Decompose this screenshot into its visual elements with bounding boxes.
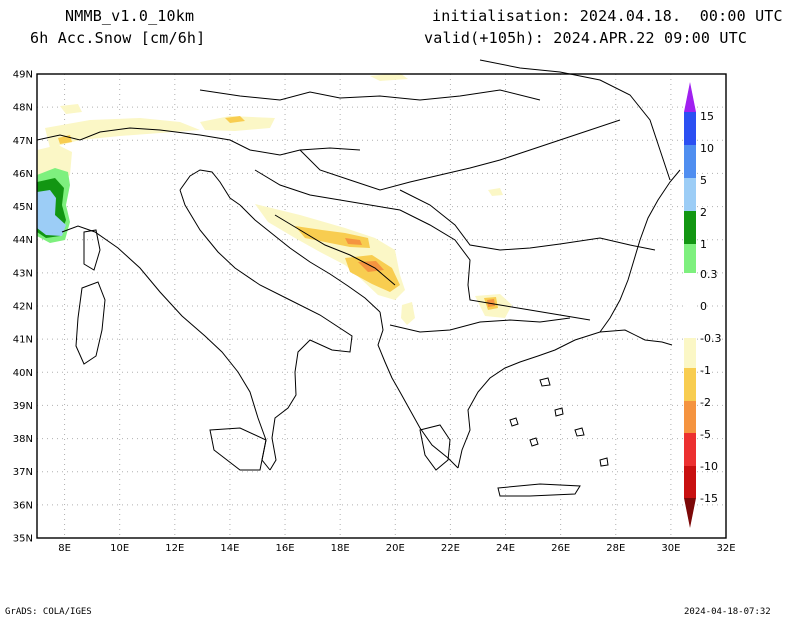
border-greece-north xyxy=(389,317,571,333)
colorbar-label: -15 xyxy=(700,492,718,505)
lat-label: 37N xyxy=(13,467,33,478)
colorbar-box-10 xyxy=(684,112,696,145)
graticule xyxy=(37,74,726,538)
variable-label: 6h Acc.Snow [cm/6h] xyxy=(30,29,206,47)
lat-label: 40N xyxy=(13,368,33,379)
border-balkans xyxy=(254,169,591,321)
snow-core-montenegro xyxy=(345,255,400,292)
coast-corsica xyxy=(83,229,101,271)
border-north xyxy=(199,89,541,101)
snow-patch-swiss xyxy=(60,104,82,114)
snow-patch-northalps xyxy=(45,118,200,148)
colorbar: 15 10 5 2 1 0.3 0 -0.3 -1 -2 -5 -10 -15 xyxy=(684,82,721,528)
lon-label: 8E xyxy=(58,543,71,554)
snow-patch-romania xyxy=(488,188,503,196)
lon-label: 18E xyxy=(331,543,350,554)
lat-label: 45N xyxy=(13,202,33,213)
map-frame xyxy=(36,73,727,539)
colorbar-box-m2 xyxy=(684,401,696,433)
lon-label: 22E xyxy=(441,543,460,554)
colorbar-bottom-triangle xyxy=(684,498,696,528)
lon-label: 14E xyxy=(220,543,239,554)
coast-sardinia xyxy=(75,281,106,365)
colorbar-box-2 xyxy=(684,178,696,211)
lat-label: 49N xyxy=(13,70,33,81)
lat-label: 48N xyxy=(13,103,33,114)
colorbar-box-m5 xyxy=(684,433,696,466)
coast-aegean xyxy=(457,329,673,469)
coast-italy-east xyxy=(179,189,353,471)
lat-label: 41N xyxy=(13,335,33,346)
latitude-labels: 49N 48N 47N 46N 45N 44N 43N 42N 41N 40N 39N 38N 37N 3… xyxy=(13,70,33,545)
lat-label: 35N xyxy=(13,534,33,545)
snow-max-montenegro xyxy=(358,261,384,272)
border-bosnia xyxy=(274,214,396,286)
snow-patch-north xyxy=(370,73,408,81)
lon-label: 20E xyxy=(386,543,405,554)
longitude-labels: 8E 10E 12E 14E 16E 18E 20E 22E 24E 26E 28E 30E 32E xyxy=(58,543,735,554)
coast-crete xyxy=(497,483,581,497)
snow-core-north xyxy=(225,116,245,123)
lon-label: 32E xyxy=(716,543,735,554)
lon-label: 16E xyxy=(276,543,295,554)
pos-field-blue xyxy=(37,190,66,236)
coast-albania-greece xyxy=(377,311,459,469)
colorbar-box-1 xyxy=(684,211,696,244)
lat-label: 36N xyxy=(13,500,33,511)
snow-max-bosnia xyxy=(345,238,362,245)
colorbar-label: 10 xyxy=(700,142,714,155)
colorbar-label: -2 xyxy=(700,396,711,409)
colorbar-label: 0.3 xyxy=(700,268,718,281)
lat-label: 46N xyxy=(13,169,33,180)
colorbar-label: 1 xyxy=(700,238,707,251)
colorbar-label: 15 xyxy=(700,110,714,123)
lat-label: 44N xyxy=(13,235,33,246)
lat-label: 47N xyxy=(13,136,33,147)
colorbar-box-0.3 xyxy=(684,244,696,273)
colorbar-top-triangle xyxy=(684,82,696,112)
colorbar-box-m1 xyxy=(684,368,696,401)
init-time: initialisation: 2024.04.18. 00:00 UTC xyxy=(432,7,783,25)
colorbar-box-m10 xyxy=(684,466,696,498)
lat-label: 43N xyxy=(13,268,33,279)
border-hungary xyxy=(299,119,621,191)
coast-islands xyxy=(509,377,609,467)
lat-label: 42N xyxy=(13,302,33,313)
snow-patch-albania xyxy=(401,302,415,325)
coast-peloponnese xyxy=(419,424,451,471)
colorbar-label: 2 xyxy=(700,206,707,219)
footer-credit: GrADS: COLA/IGES xyxy=(5,607,92,617)
lon-label: 28E xyxy=(606,543,625,554)
colorbar-box-0 xyxy=(684,273,696,338)
coastlines-borders xyxy=(36,59,681,497)
lon-label: 10E xyxy=(110,543,129,554)
snow-patch-austria xyxy=(200,116,275,131)
border-romania xyxy=(399,189,656,251)
lon-label: 26E xyxy=(551,543,570,554)
colorbar-box-m0.3 xyxy=(684,338,696,368)
coast-black-sea xyxy=(599,169,681,333)
model-name: NMMB_v1.0_10km xyxy=(65,7,195,25)
colorbar-label: -1 xyxy=(700,364,711,377)
valid-time: valid(+105h): 2024.APR.22 09:00 UTC xyxy=(424,29,748,47)
coast-north-adriatic xyxy=(179,169,241,206)
colorbar-box-5 xyxy=(684,145,696,178)
coast-italy-west xyxy=(61,225,271,471)
snow-field-layer xyxy=(37,73,512,325)
colorbar-label: 0 xyxy=(700,300,707,313)
colorbar-label: 5 xyxy=(700,174,707,187)
lon-label: 12E xyxy=(165,543,184,554)
colorbar-label: -0.3 xyxy=(700,332,721,345)
coast-dalmatia xyxy=(239,204,381,313)
coast-sicily xyxy=(209,427,267,471)
colorbar-label: -5 xyxy=(700,428,711,441)
colorbar-label: -10 xyxy=(700,460,718,473)
lon-label: 24E xyxy=(496,543,515,554)
border-ukraine xyxy=(479,59,671,181)
lat-label: 39N xyxy=(13,401,33,412)
footer-timestamp: 2024-04-18-07:32 xyxy=(684,607,771,617)
lat-label: 38N xyxy=(13,434,33,445)
lon-label: 30E xyxy=(661,543,680,554)
